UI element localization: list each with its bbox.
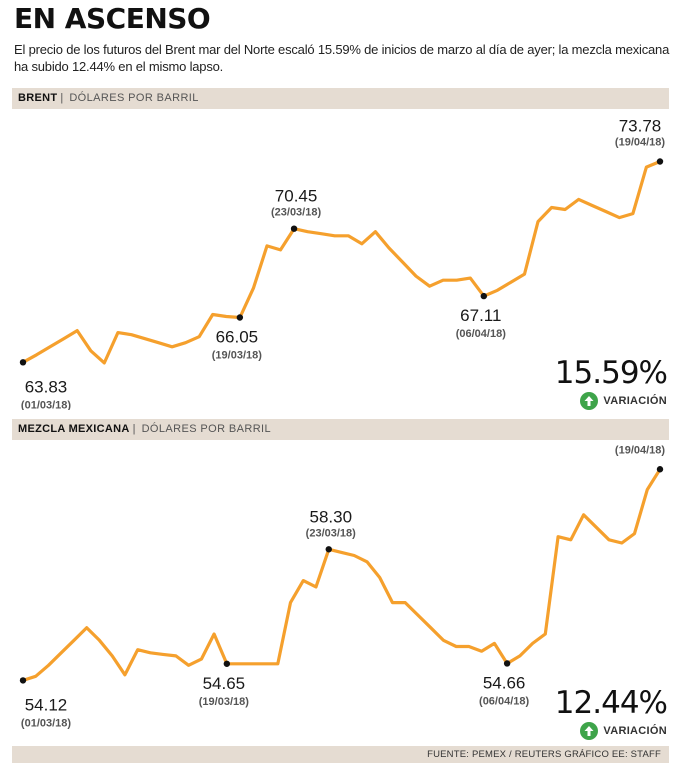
mezcla-line-chart: 54.12 (01/03/18) 54.65 (19/03/18) 58.30(23/0…	[19, 440, 665, 729]
data-label-date: (01/03/18)	[21, 717, 71, 729]
chart-title: EN ASCENSO	[14, 2, 211, 35]
series-line	[21, 159, 662, 365]
data-point-marker	[503, 660, 511, 667]
brent-variation-value: 15.59%	[554, 355, 668, 391]
brent-line-chart: 63.83 (01/03/18) 66.05 (19/03/18) 70.45(23/0…	[19, 116, 665, 410]
data-point-marker	[19, 359, 27, 366]
mezcla-variation-block: 12.44% VARIACIÓN	[554, 685, 668, 740]
data-label-value: 54.12	[25, 695, 68, 714]
data-label-value: 60.85	[619, 440, 662, 443]
data-point-marker	[290, 225, 298, 232]
data-label-date: (19/03/18)	[199, 696, 249, 708]
brent-header-bar: BRENT | DÓLARES POR BARRIL	[12, 88, 669, 109]
data-label-value: 58.30	[309, 507, 352, 526]
header-separator: |	[60, 92, 64, 104]
source-credit: FUENTE: PEMEX / REUTERS GRÁFICO EE: STAF…	[12, 746, 669, 763]
arrow-up-icon	[580, 722, 599, 740]
mezcla-series-name: MEZCLA MEXICANA	[18, 423, 130, 435]
brent-variation-label-row: VARIACIÓN	[555, 392, 667, 410]
data-point-marker	[325, 546, 332, 553]
chart-subtitle: El precio de los futuros del Brent mar d…	[14, 42, 670, 74]
mezcla-header-bar: MEZCLA MEXICANA | DÓLARES POR BARRIL	[12, 419, 669, 440]
data-label-date: (06/04/18)	[479, 695, 529, 707]
brent-variation-label: VARIACIÓN	[603, 395, 667, 407]
data-label-value: 70.45	[275, 187, 318, 206]
data-label-value: 63.83	[25, 377, 68, 396]
mezcla-variation-value: 12.44%	[554, 685, 668, 721]
data-point-marker	[480, 292, 488, 300]
data-label-date: (01/03/18)	[21, 399, 71, 410]
data-label-value: 66.05	[216, 328, 259, 347]
data-label-value: 54.66	[483, 673, 526, 692]
data-label-date: (19/03/18)	[212, 350, 262, 362]
data-label-date: (23/03/18)	[306, 527, 356, 539]
data-point-marker	[656, 466, 664, 473]
brent-unit-label: DÓLARES POR BARRIL	[69, 92, 199, 104]
data-label-date: (19/04/18)	[615, 444, 665, 456]
mezcla-variation-label: VARIACIÓN	[603, 725, 667, 737]
brent-variation-block: 15.59% VARIACIÓN	[554, 355, 668, 410]
data-label-date: (19/04/18)	[615, 136, 665, 148]
header-separator: |	[132, 423, 136, 435]
data-label-date: (06/04/18)	[456, 328, 506, 340]
brent-series-name: BRENT	[18, 92, 58, 104]
series-line	[21, 467, 662, 682]
data-point-marker	[19, 677, 27, 684]
arrow-up-icon	[580, 392, 599, 410]
data-point-marker	[656, 158, 664, 165]
data-point-marker	[236, 314, 244, 321]
data-point-marker	[223, 660, 231, 667]
data-label-value: 73.78	[619, 116, 662, 135]
mezcla-unit-label: DÓLARES POR BARRIL	[141, 423, 272, 435]
data-label-date: (23/03/18)	[271, 207, 321, 219]
data-label-value: 67.11	[460, 306, 501, 325]
mezcla-variation-label-row: VARIACIÓN	[555, 722, 667, 740]
data-label-value: 54.65	[203, 674, 246, 693]
